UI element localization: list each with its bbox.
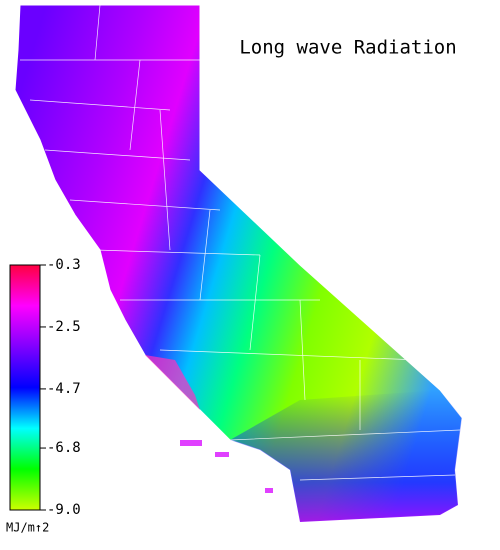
colorbar-bar bbox=[9, 264, 41, 511]
colorbar: -0.3 -2.5 -4.7 -6.8 -9.0 MJ/m↑2 bbox=[6, 257, 81, 535]
map-title: Long wave Radiation bbox=[239, 37, 456, 59]
colorbar-unit: MJ/m↑2 bbox=[6, 521, 49, 535]
colorbar-tick-label: -4.7 bbox=[47, 381, 81, 397]
colorbar-tick-label: -0.3 bbox=[47, 257, 81, 273]
islands bbox=[180, 440, 273, 493]
county-lines bbox=[20, 4, 461, 481]
colorbar-tick-label: -6.8 bbox=[47, 440, 81, 456]
coast-highlight bbox=[145, 355, 200, 410]
colorbar-tick-label: -2.5 bbox=[47, 319, 81, 335]
colorbar-tick-label: -9.0 bbox=[47, 502, 81, 518]
california-map bbox=[14, 4, 463, 523]
south-shade bbox=[230, 390, 462, 522]
